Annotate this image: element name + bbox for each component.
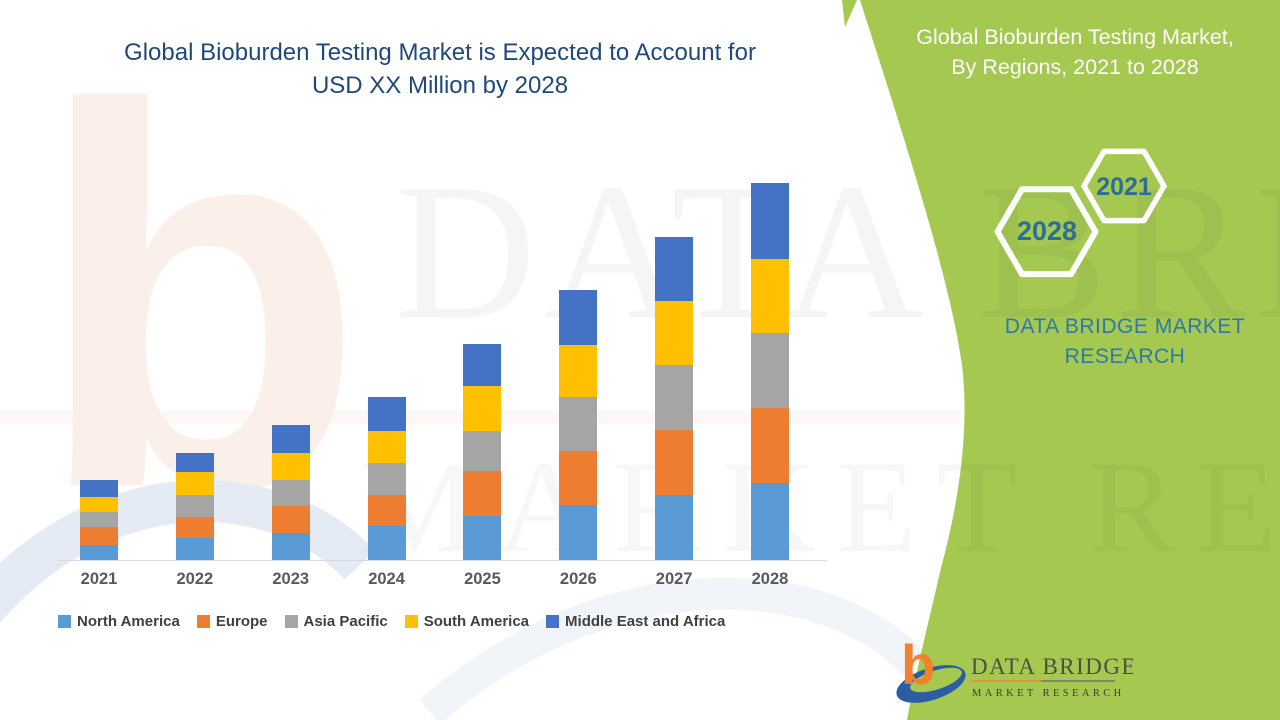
chart-title-line1: Global Bioburden Testing Market is Expec… [124, 39, 756, 66]
bar-segment-europe-2027 [655, 430, 694, 495]
legend-item-middle-east-and-africa: Middle East and Africa [546, 613, 725, 630]
x-axis-label-2027: 2027 [655, 570, 693, 588]
logo-underline-gray [1041, 680, 1115, 682]
x-axis-label-2021: 2021 [80, 570, 118, 588]
logo-swoosh-inner [910, 667, 962, 693]
legend-label-asia-pacific: Asia Pacific [303, 613, 388, 630]
bar-segment-south-america-2027 [655, 301, 694, 365]
x-axis-label-2026: 2026 [559, 570, 597, 588]
legend-label-south-america: South America [423, 613, 530, 630]
bar-2023 [271, 425, 310, 560]
bar-segment-south-america-2022 [175, 472, 214, 495]
logo-underline-orange [971, 680, 1041, 682]
bar-segment-europe-2026 [559, 451, 598, 505]
brand-text-line2: RESEARCH [1064, 345, 1186, 368]
bar-segment-north-america-2023 [271, 533, 310, 560]
bar-segment-europe-2024 [367, 495, 406, 526]
x-axis-label-2024: 2024 [368, 570, 405, 588]
x-axis-label-2022: 2022 [176, 570, 214, 588]
bar-segment-middle-east-and-africa-2026 [559, 290, 598, 345]
bar-segment-asia-pacific-2028 [750, 333, 789, 408]
bar-segment-asia-pacific-2023 [271, 480, 310, 506]
bar-segment-asia-pacific-2026 [559, 397, 598, 451]
legend-label-europe: Europe [215, 613, 268, 630]
bar-segment-north-america-2028 [750, 483, 789, 560]
bar-2028 [750, 183, 789, 560]
bar-segment-asia-pacific-2024 [367, 463, 406, 495]
panel-title: Global Bioburden Testing Market, By Regi… [878, 22, 1272, 82]
bar-segment-north-america-2027 [655, 495, 694, 560]
bar-segment-asia-pacific-2022 [175, 495, 214, 517]
legend-item-north-america: North America [58, 613, 180, 630]
legend-item-south-america: South America [404, 613, 530, 630]
bar-2021 [80, 480, 118, 560]
bar-segment-middle-east-and-africa-2022 [175, 453, 214, 472]
logo-b-icon: b [901, 633, 935, 696]
panel-title-line1: Global Bioburden Testing Market, [916, 25, 1234, 49]
bar-segment-europe-2021 [80, 527, 118, 545]
bar-segment-asia-pacific-2027 [655, 365, 694, 430]
x-axis-label-2028: 2028 [751, 570, 789, 588]
bar-2024 [367, 397, 406, 560]
bar-2027 [655, 237, 694, 560]
green-panel-shape [860, 0, 1280, 720]
logo-subtitle: MARKET RESEARCH [972, 688, 1125, 699]
bar-2026 [559, 290, 598, 560]
green-notch-triangle [842, 0, 857, 27]
legend-item-asia-pacific: Asia Pacific [284, 613, 388, 630]
bar-segment-south-america-2021 [80, 497, 118, 512]
x-axis-label-2023: 2023 [272, 570, 310, 588]
bar-segment-middle-east-and-africa-2024 [367, 397, 406, 431]
bar-segment-middle-east-and-africa-2027 [655, 237, 694, 301]
legend-swatch-asia-pacific [284, 615, 298, 628]
chart-legend: North America Europe Asia Pacific South Ame… [58, 613, 858, 630]
bar-segment-asia-pacific-2025 [463, 431, 502, 471]
x-axis-line [57, 560, 827, 561]
bar-segment-south-america-2025 [463, 386, 502, 431]
legend-swatch-north-america [58, 615, 71, 628]
bar-segment-south-america-2028 [750, 259, 789, 333]
bar-segment-europe-2023 [271, 506, 310, 533]
chart-title: Global Bioburden Testing Market is Expec… [70, 36, 810, 102]
legend-item-europe: Europe [196, 613, 268, 630]
bar-segment-north-america-2024 [367, 526, 406, 560]
bar-segment-europe-2028 [750, 408, 789, 483]
chart-plot-area [57, 177, 827, 561]
brand-text: DATA BRIDGE MARKET RESEARCH [975, 312, 1275, 372]
bar-segment-north-america-2025 [463, 516, 502, 560]
x-axis-labels: 2021 2022 2023 2024 2025 2026 2027 2028 [57, 570, 827, 596]
bar-segment-middle-east-and-africa-2025 [463, 344, 502, 386]
legend-swatch-middle-east-and-africa [546, 615, 560, 628]
legend-swatch-europe [196, 615, 210, 628]
ghost-swoosh-icon [0, 480, 376, 624]
company-logo: b DATA BRIDGE MARKET RESEARCH [896, 633, 1133, 703]
bar-segment-europe-2025 [463, 471, 502, 516]
bar-segment-north-america-2022 [175, 538, 214, 560]
legend-label-middle-east-and-africa: Middle East and Africa [565, 613, 726, 630]
bar-segment-middle-east-and-africa-2023 [271, 425, 310, 453]
bar-segment-north-america-2026 [559, 505, 598, 560]
legend-swatch-south-america [404, 615, 418, 628]
bar-segment-south-america-2026 [559, 345, 598, 397]
bar-segment-europe-2022 [175, 517, 214, 538]
bar-segment-south-america-2023 [271, 453, 310, 480]
legend-label-north-america: North America [77, 613, 180, 630]
logo-name: DATA BRIDGE [971, 654, 1133, 679]
ghost-swoosh-icon [419, 577, 927, 720]
brand-text-line1: DATA BRIDGE MARKET [1004, 315, 1246, 338]
x-axis-label-2025: 2025 [464, 570, 501, 588]
panel-title-line2: By Regions, 2021 to 2028 [951, 55, 1199, 79]
bar-segment-middle-east-and-africa-2028 [750, 183, 789, 259]
chart-title-line2: USD XX Million by 2028 [311, 72, 569, 99]
bar-segment-north-america-2021 [80, 545, 118, 560]
bar-segment-asia-pacific-2021 [80, 512, 118, 527]
bar-segment-middle-east-and-africa-2021 [80, 480, 118, 497]
bar-2022 [175, 453, 214, 560]
bar-segment-south-america-2024 [367, 431, 406, 463]
bar-2025 [463, 344, 502, 560]
